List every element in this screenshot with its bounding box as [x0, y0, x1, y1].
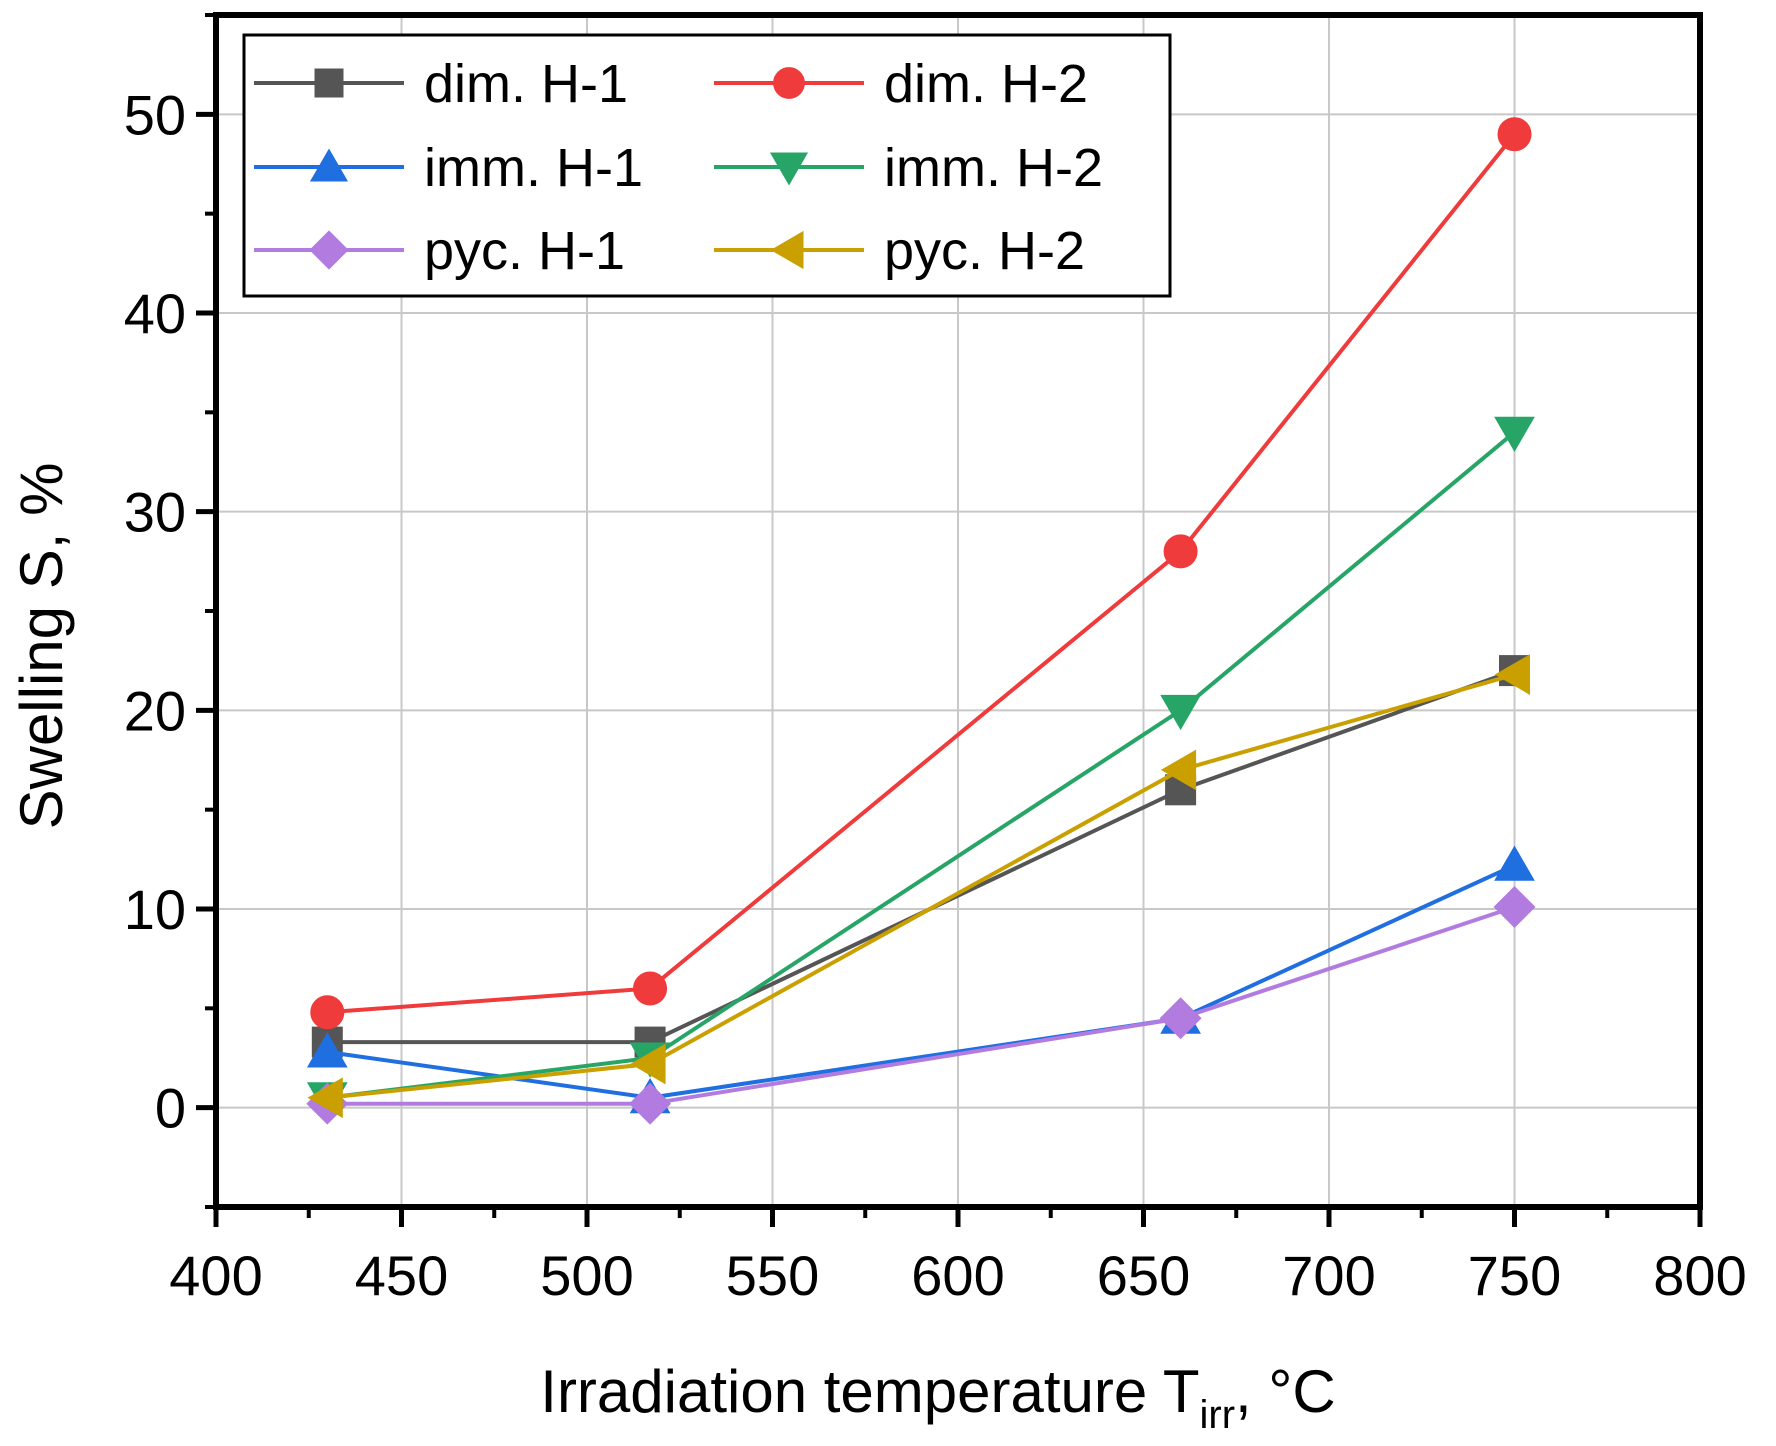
legend-item: pyc. H-2 [714, 221, 1085, 281]
x-tick-label: 800 [1653, 1244, 1746, 1307]
legend-marker [314, 68, 344, 98]
series-line [327, 863, 1516, 1100]
series-line [327, 132, 1517, 1015]
data-point [1160, 749, 1197, 791]
data-point [1494, 845, 1535, 881]
y-tick-label: 10 [124, 878, 186, 941]
legend-marker [769, 152, 809, 186]
x-axis-title-suffix: , °C [1235, 1358, 1336, 1425]
x-axis-title: Irradiation temperature Tirr, °C [540, 1358, 1335, 1437]
legend-marker [773, 67, 805, 99]
legend-item: imm. H-1 [254, 138, 643, 198]
legend-item: dim. H-1 [254, 54, 628, 114]
x-tick-label: 650 [1097, 1244, 1190, 1307]
data-point [306, 1032, 348, 1068]
legend-marker [309, 230, 349, 270]
legend-item: dim. H-2 [714, 54, 1088, 114]
data-point [633, 971, 668, 1006]
legend-label: pyc. H-1 [424, 221, 625, 281]
y-axis-title: Swelling S, % [8, 463, 75, 830]
data-point [1493, 886, 1536, 928]
x-tick-label: 500 [540, 1244, 633, 1307]
series-dim-h-2 [310, 117, 1532, 1030]
y-tick-label: 0 [155, 1077, 186, 1140]
legend: dim. H-1 dim. H-2 imm. H-1 imm. H-2 pyc. H-1… [242, 33, 1172, 298]
x-tick-label: 750 [1468, 1244, 1561, 1307]
data-point [1497, 117, 1532, 152]
series-line [327, 430, 1516, 1100]
x-tick-label: 550 [726, 1244, 819, 1307]
axis-ticks [196, 13, 1703, 1227]
x-tick-label: 450 [355, 1244, 448, 1307]
data-point [1163, 534, 1198, 569]
y-tick-label: 40 [124, 282, 186, 345]
legend-label: dim. H-2 [884, 54, 1088, 114]
legend-label: imm. H-2 [884, 138, 1103, 198]
series-pyc-h-2 [307, 654, 1530, 1119]
x-tick-label: 700 [1282, 1244, 1375, 1307]
data-point [307, 1077, 343, 1119]
data-point [630, 1043, 666, 1085]
x-tick-label: 600 [911, 1244, 1004, 1307]
data-point [310, 995, 345, 1030]
data-point [1159, 997, 1202, 1040]
data-point [1160, 694, 1201, 731]
data-point [1494, 654, 1530, 695]
x-axis-title-main: Irradiation temperature T [540, 1358, 1199, 1425]
legend-item: imm. H-2 [714, 138, 1103, 198]
series-line [327, 672, 1516, 1100]
data-point [629, 1082, 672, 1125]
x-tick-label: 400 [169, 1244, 262, 1307]
y-tick-label: 30 [124, 481, 186, 544]
y-tick-label: 20 [124, 679, 186, 742]
legend-marker [309, 148, 349, 182]
legend-item: pyc. H-1 [254, 221, 625, 281]
y-tick-label: 50 [124, 83, 186, 146]
x-axis-title-subscript: irr [1200, 1393, 1236, 1437]
tick-labels: 400 450 500 550 600 650 700 750 800 0 10 20 30 40 50 [124, 83, 1747, 1307]
legend-label: pyc. H-2 [884, 221, 1085, 281]
data-point [1494, 416, 1535, 452]
series-pyc-h-1 [306, 886, 1536, 1125]
series-line [327, 905, 1516, 1106]
legend-label: dim. H-1 [424, 54, 628, 114]
plot-series [306, 117, 1536, 1125]
legend-label: imm. H-1 [424, 138, 643, 198]
legend-marker [770, 230, 804, 270]
